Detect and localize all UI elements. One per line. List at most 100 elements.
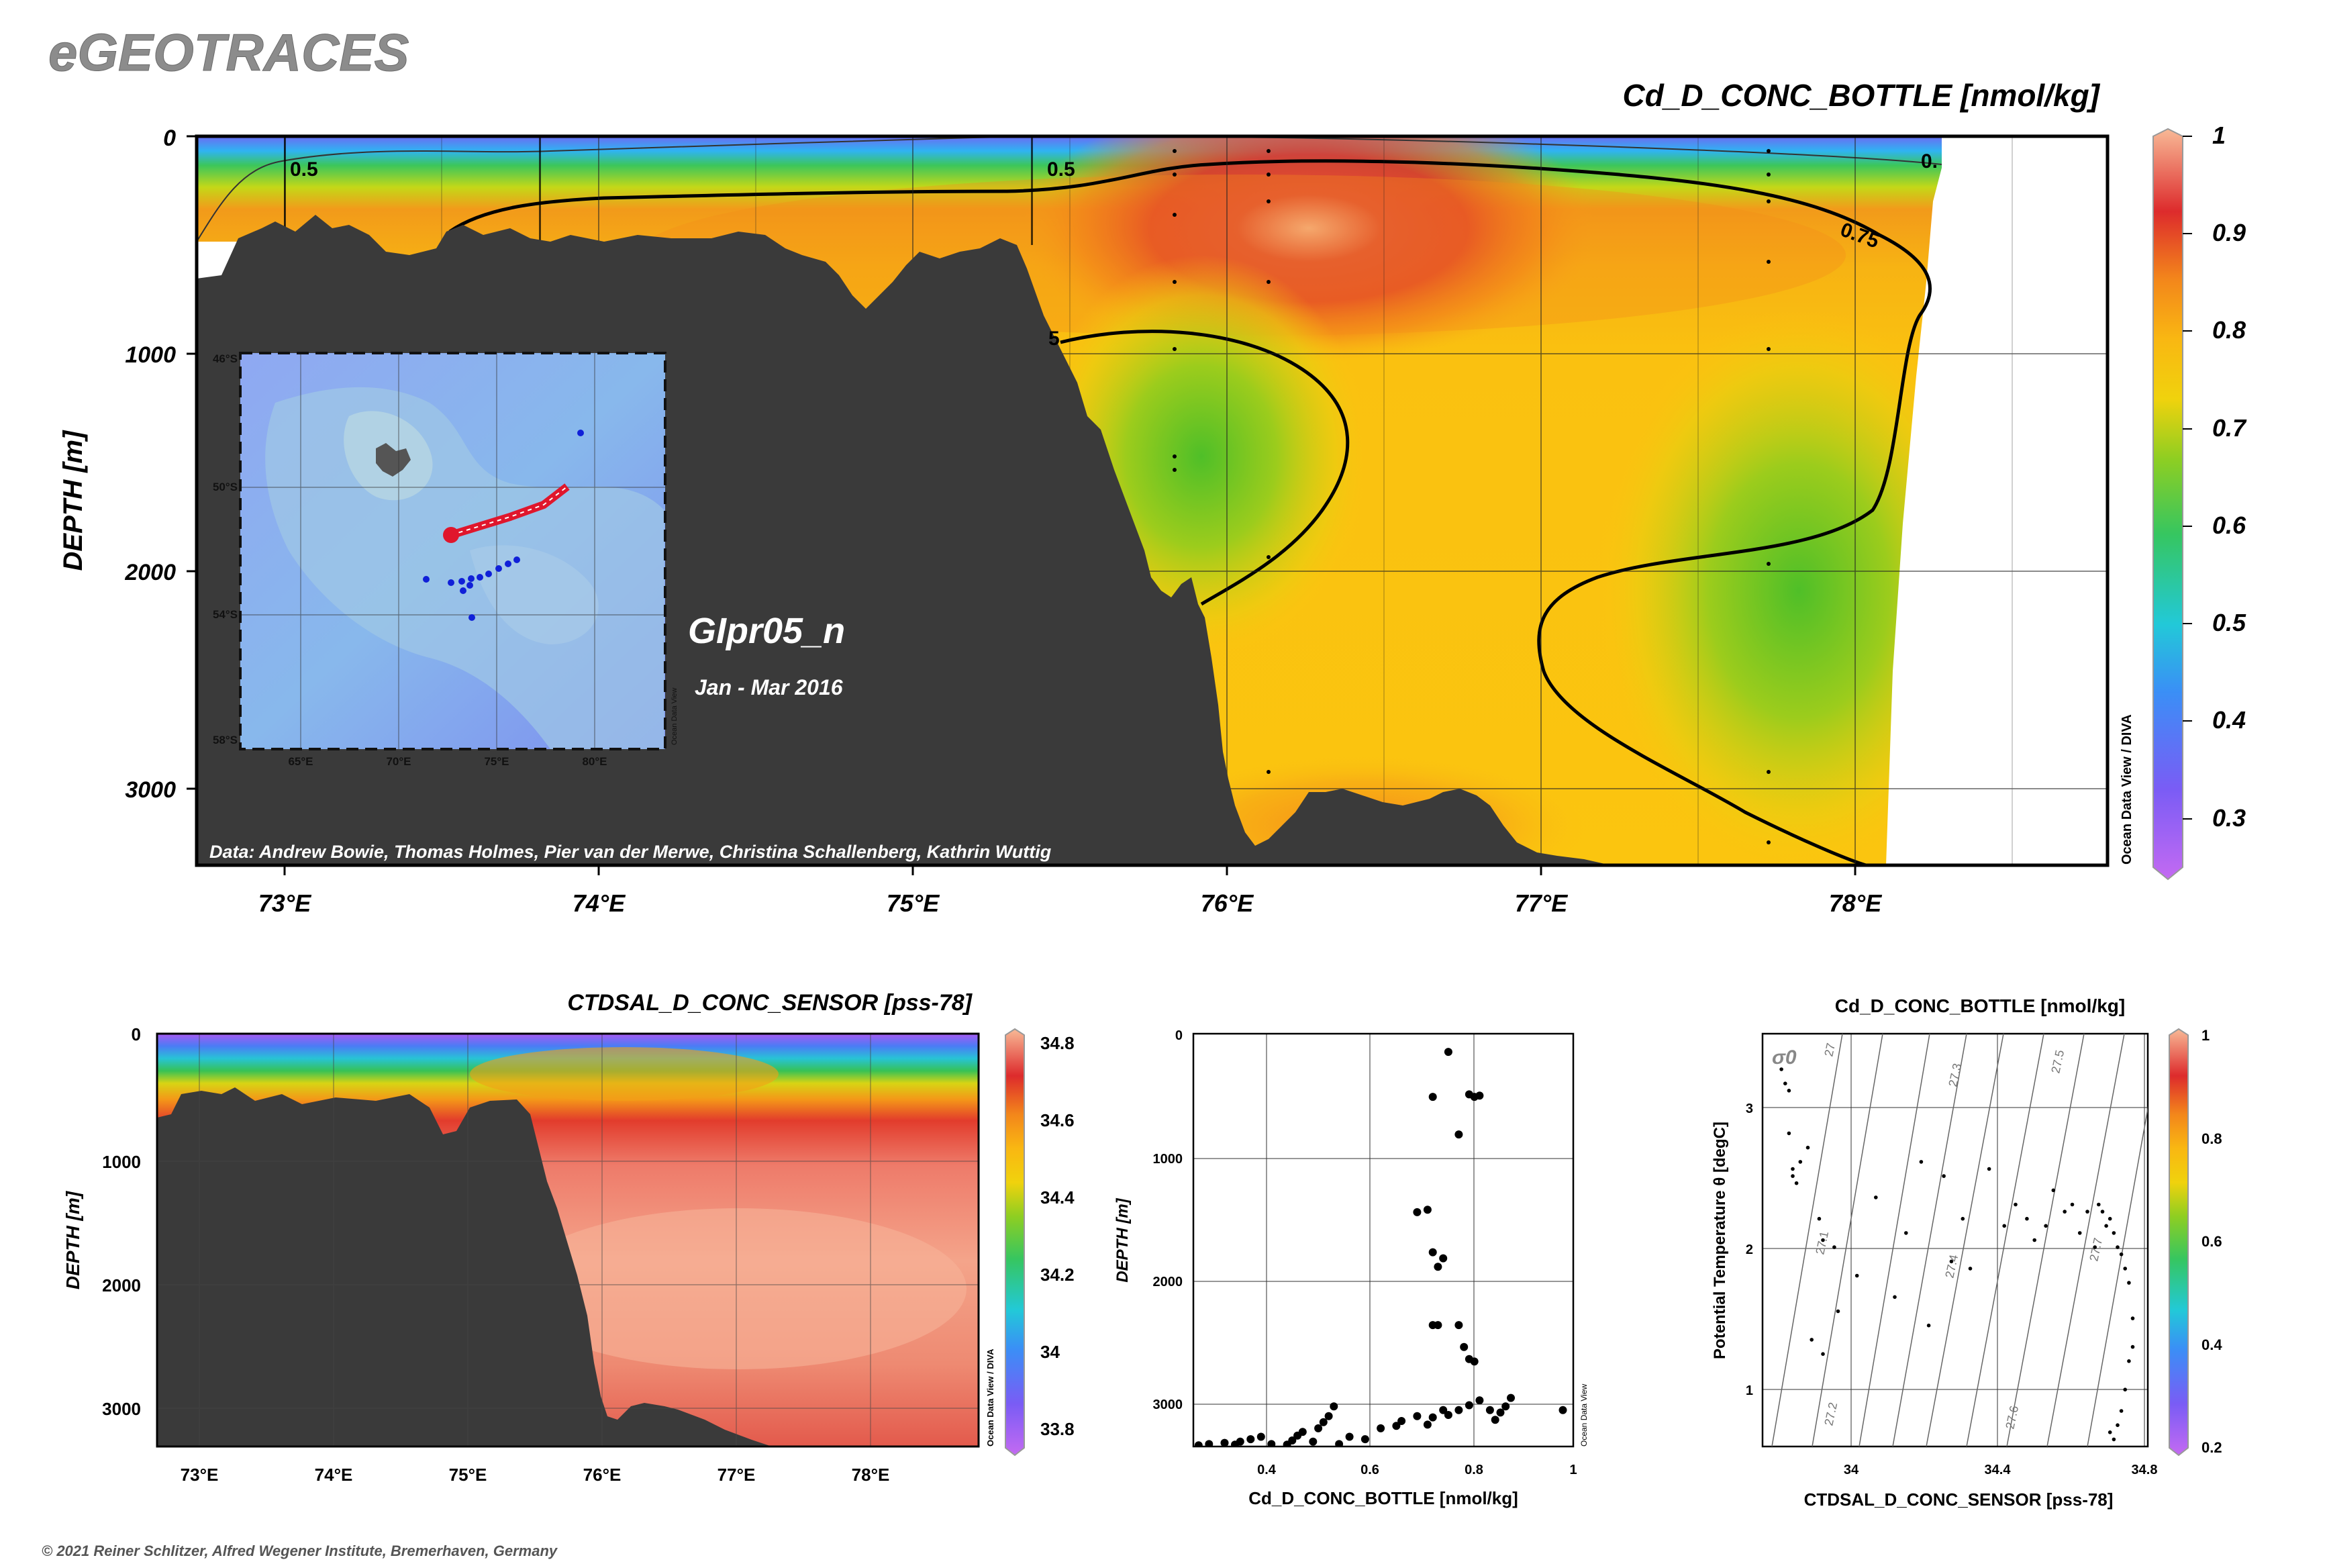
no-data-east xyxy=(1886,136,2108,865)
main-section-plot: Cd_D_CONC_BOTTLE [nmol/kg] xyxy=(58,78,2247,917)
ts-point-31 xyxy=(2051,1188,2056,1193)
profile-point-11 xyxy=(1298,1428,1307,1436)
ts-sigma-label: σ0 xyxy=(1772,1046,1797,1069)
profile-point-24 xyxy=(1423,1420,1432,1429)
ts-cbar-0.2: 0.2 xyxy=(2201,1439,2222,1456)
ts-ytick-2: 2 xyxy=(1746,1242,1753,1257)
sal-xtick-73: 73°E xyxy=(181,1465,219,1485)
ts-ytick-3: 3 xyxy=(1746,1101,1753,1116)
profile-ylabel: DEPTH [m] xyxy=(1113,1197,1132,1282)
ts-xtick-34.4: 34.4 xyxy=(1985,1463,2012,1477)
ts-point-11 xyxy=(1832,1245,1836,1249)
main-ytick-3000: 3000 xyxy=(125,777,176,803)
ts-point-15 xyxy=(1854,1273,1859,1278)
main-ytick-1000: 1000 xyxy=(125,342,176,368)
ts-point-29 xyxy=(2032,1238,2036,1242)
ts-point-8 xyxy=(1805,1145,1810,1150)
profile-points xyxy=(1194,1048,1567,1447)
main-xtick-75: 75°E xyxy=(887,889,940,917)
inset-lat-54: 54°S xyxy=(213,608,238,621)
main-ytick-2000: 2000 xyxy=(124,560,176,585)
profile-point-25 xyxy=(1428,1413,1437,1422)
kerguelen-island xyxy=(376,443,411,477)
contour-0.5 xyxy=(197,136,1942,242)
ts-point-25 xyxy=(1987,1167,1991,1171)
profile-point-50 xyxy=(1475,1091,1484,1100)
profile-point-15 xyxy=(1324,1412,1333,1420)
profile-xtick-0.4: 0.4 xyxy=(1257,1463,1277,1477)
ts-cbar-0.4: 0.4 xyxy=(2201,1336,2222,1353)
profile-plot: DEPTH [m] 0 1000 2000 3000 0.4 0.6 0.8 1… xyxy=(1113,1028,1589,1508)
profile-point-46 xyxy=(1413,1208,1422,1216)
ts-point-12 xyxy=(1810,1338,1814,1342)
sal-cbar-34.2: 34.2 xyxy=(1040,1265,1075,1285)
profile-point-40 xyxy=(1460,1342,1469,1351)
data-credit: Data: Andrew Bowie, Thomas Holmes, Pier … xyxy=(209,842,1052,862)
main-watermark: Ocean Data View / DIVA xyxy=(2120,714,2134,865)
main-cbar-0.5: 0.5 xyxy=(2212,609,2246,636)
sal-ylabel: DEPTH [m] xyxy=(62,1190,83,1289)
ts-point-33 xyxy=(2070,1202,2075,1207)
ts-point-18 xyxy=(1904,1231,1908,1235)
profile-point-5 xyxy=(1246,1435,1255,1444)
contour-label-4: 5 xyxy=(1048,328,1060,350)
profile-ytick-3000: 3000 xyxy=(1153,1398,1183,1412)
ts-point-4 xyxy=(1791,1167,1795,1171)
ts-point-44 xyxy=(2123,1267,2127,1271)
cruise-start-marker xyxy=(443,527,459,543)
profile-point-52 xyxy=(1454,1130,1463,1139)
ts-point-7 xyxy=(1798,1160,1803,1164)
profile-point-31 xyxy=(1485,1406,1494,1414)
ts-point-10 xyxy=(1821,1238,1825,1242)
profile-point-14 xyxy=(1319,1418,1328,1426)
profile-point-20 xyxy=(1377,1424,1385,1432)
sal-xtick-76: 76°E xyxy=(583,1465,622,1485)
profile-point-16 xyxy=(1330,1402,1338,1411)
contour-label-1: 0.5 xyxy=(290,158,318,181)
profile-point-51 xyxy=(1428,1093,1437,1101)
ts-point-3 xyxy=(1787,1131,1791,1136)
cruise-dates: Jan - Mar 2016 xyxy=(695,675,843,699)
profile-point-0 xyxy=(1194,1441,1203,1447)
ts-point-0 xyxy=(1779,1067,1783,1071)
sal-ytick-0: 0 xyxy=(132,1024,141,1044)
contour-0.75-lower xyxy=(1060,330,1350,606)
profile-ytick-0: 0 xyxy=(1175,1028,1183,1043)
ts-point-2 xyxy=(1787,1089,1791,1093)
ts-point-5 xyxy=(1791,1174,1795,1178)
ts-title: Cd_D_CONC_BOTTLE [nmol/kg] xyxy=(1835,995,2125,1016)
ts-point-47 xyxy=(2130,1344,2135,1349)
profile-xtick-1: 1 xyxy=(1569,1463,1577,1477)
ts-point-17 xyxy=(1893,1295,1897,1300)
ts-point-41 xyxy=(2112,1231,2116,1235)
profile-point-42 xyxy=(1470,1357,1479,1366)
main-ylabel: DEPTH [m] xyxy=(58,430,88,571)
profile-point-36 xyxy=(1558,1406,1567,1414)
sal-ytick-3000: 3000 xyxy=(102,1399,141,1419)
inset-lon-75: 75°E xyxy=(484,755,509,768)
profile-point-53 xyxy=(1444,1048,1452,1057)
profile-ytick-2000: 2000 xyxy=(1153,1275,1183,1289)
station-dots xyxy=(423,430,584,621)
profile-point-27 xyxy=(1444,1411,1452,1419)
ts-point-52 xyxy=(2112,1437,2116,1442)
ts-point-27 xyxy=(2014,1202,2018,1207)
station-samples xyxy=(284,138,1771,844)
inset-lon-80: 80°E xyxy=(582,755,607,768)
sal-xtick-77: 77°E xyxy=(717,1465,756,1485)
cruise-name: GIpr05_n xyxy=(688,611,845,651)
salinity-section-plot: CTDSAL_D_CONC_SENSOR [pss-78] DEPTH [m] … xyxy=(62,990,1075,1485)
inset-map: 46°S 50°S 54°S 58°S 65°E 70°E 75°E 80°E … xyxy=(213,352,679,768)
ts-point-40 xyxy=(2108,1216,2112,1221)
ts-point-39 xyxy=(2104,1224,2108,1228)
profile-point-38 xyxy=(1434,1321,1442,1330)
ts-point-9 xyxy=(1817,1216,1822,1221)
profile-xtick-0.8: 0.8 xyxy=(1465,1463,1483,1477)
inset-watermark: Ocean Data View xyxy=(671,688,679,745)
sal-ytick-1000: 1000 xyxy=(102,1152,141,1172)
ts-point-49 xyxy=(2123,1387,2127,1391)
ts-ytick-1: 1 xyxy=(1746,1383,1753,1398)
copyright: © 2021 Reiner Schlitzer, Alfred Wegener … xyxy=(42,1542,558,1559)
main-xtick-76: 76°E xyxy=(1201,889,1254,917)
